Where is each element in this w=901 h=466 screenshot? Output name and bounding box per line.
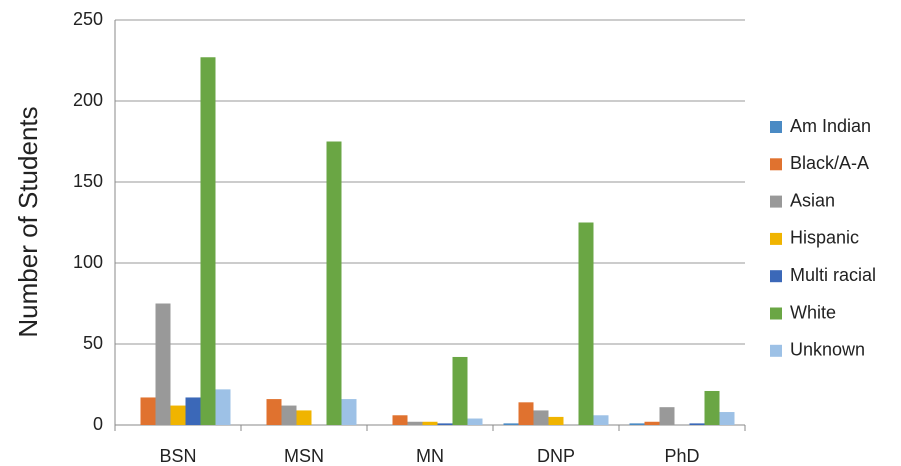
bar	[170, 405, 186, 425]
bar	[407, 421, 423, 425]
bar	[593, 415, 609, 425]
legend-label: Hispanic	[790, 228, 859, 248]
bar	[719, 412, 735, 425]
bar	[533, 410, 549, 425]
bar	[548, 416, 564, 425]
bar	[185, 397, 201, 425]
x-tick-label: PhD	[664, 446, 699, 466]
legend-label: White	[790, 302, 836, 322]
legend-swatch	[770, 307, 782, 320]
legend-swatch	[770, 270, 782, 283]
legend-label: Unknown	[790, 340, 865, 360]
bar	[644, 421, 660, 425]
legend-swatch	[770, 232, 782, 245]
bar	[266, 399, 282, 425]
bar	[467, 418, 483, 425]
bar	[392, 415, 408, 425]
y-axis-label: Number of Students	[13, 106, 43, 337]
bar	[140, 397, 156, 425]
bar	[452, 356, 468, 425]
legend-label: Am Indian	[790, 116, 871, 136]
x-tick-label: DNP	[537, 446, 575, 466]
bar	[200, 57, 216, 425]
legend-swatch	[770, 344, 782, 357]
bar	[689, 423, 705, 425]
bar	[155, 303, 171, 425]
legend-swatch	[770, 121, 782, 133]
bar	[518, 402, 534, 425]
y-tick-label: 0	[93, 414, 103, 434]
bar	[659, 407, 675, 425]
bar	[629, 423, 645, 425]
y-tick-label: 150	[73, 171, 103, 191]
y-tick-label: 100	[73, 252, 103, 272]
legend-swatch	[770, 195, 782, 208]
y-tick-label: 250	[73, 9, 103, 29]
bar	[341, 399, 357, 425]
bar	[437, 423, 453, 425]
legend-label: Black/A-A	[790, 153, 869, 173]
bar	[503, 423, 519, 425]
bar	[215, 389, 231, 425]
bar	[578, 222, 594, 425]
x-tick-label: MSN	[284, 446, 324, 466]
bar	[296, 410, 312, 425]
legend-swatch	[770, 158, 782, 171]
legend-label: Asian	[790, 190, 835, 210]
bar	[326, 141, 342, 425]
x-tick-label: BSN	[159, 446, 196, 466]
legend-label: Multi racial	[790, 265, 876, 285]
bar	[704, 390, 720, 425]
y-tick-label: 50	[83, 333, 103, 353]
y-tick-label: 200	[73, 90, 103, 110]
bar	[422, 421, 438, 425]
bar	[281, 405, 297, 425]
x-tick-label: MN	[416, 446, 444, 466]
